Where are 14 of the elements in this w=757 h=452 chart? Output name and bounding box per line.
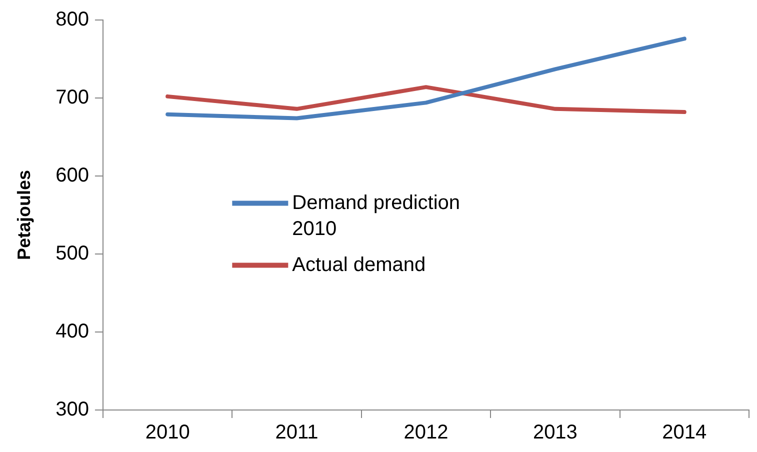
legend-label: Actual demand	[292, 254, 426, 276]
x-tick-label: 2010	[145, 422, 190, 444]
y-axis-title: Petajoules	[14, 170, 34, 260]
x-tick-label: 2012	[404, 422, 448, 444]
y-tick-label: 700	[56, 86, 89, 109]
legend-label: Demand prediction 2010	[292, 192, 460, 240]
y-tick-label: 600	[56, 164, 89, 187]
y-tick-label: 400	[56, 320, 89, 343]
y-tick-label: 500	[56, 242, 89, 265]
x-tick-label: 2011	[275, 422, 318, 444]
y-tick-label: 300	[56, 398, 89, 421]
x-tick-label: 2014	[662, 422, 707, 444]
y-tick-label: 800	[56, 8, 89, 31]
x-tick-label: 2013	[532, 422, 578, 444]
